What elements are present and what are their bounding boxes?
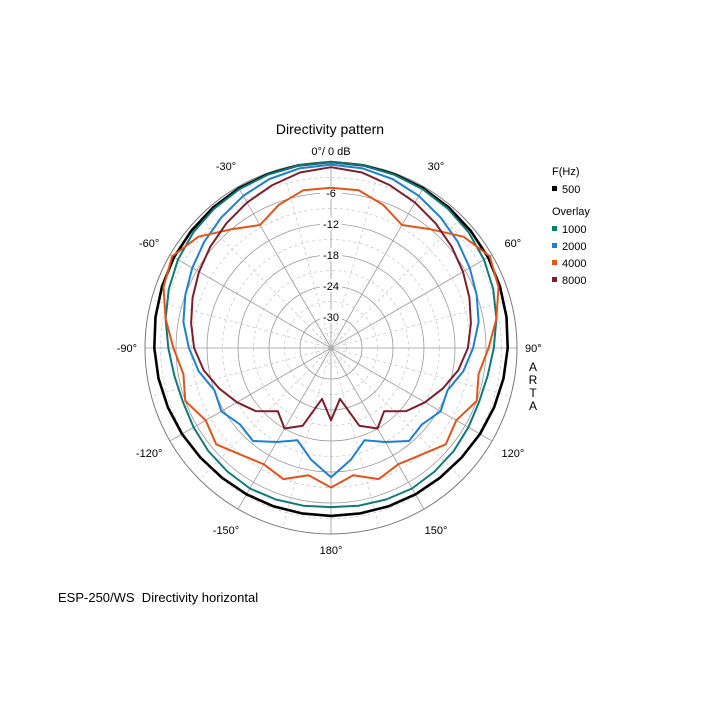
- grid-spoke: [151, 347, 332, 397]
- legend-entry: 4000: [562, 258, 586, 270]
- ring-label-bg: [320, 248, 342, 261]
- angle-label: -120°: [136, 448, 162, 460]
- legend-entry: 500: [562, 184, 580, 196]
- angle-label: 180°: [320, 545, 343, 557]
- grid-spoke: [199, 216, 332, 349]
- angle-labels: -30° 30° -60° 60° -90° 90° -120° 120° -150° 150° 1…: [117, 161, 542, 557]
- angle-label: -30°: [216, 161, 236, 173]
- grid-spoke: [169, 254, 332, 349]
- ring-label-bg: [320, 217, 342, 230]
- ring-label: -24: [323, 281, 339, 293]
- angle-label: -90°: [117, 343, 137, 355]
- angle-label: 120°: [501, 448, 524, 460]
- ring-label: -18: [323, 250, 339, 262]
- zero-degree-label: 0°/ 0 dB: [311, 146, 350, 158]
- chart-title: Directivity pattern: [276, 121, 384, 137]
- grid-spoke: [330, 347, 463, 480]
- angle-label: 60°: [505, 238, 522, 250]
- grid-spoke: [330, 216, 463, 349]
- legend-swatch: [552, 186, 557, 191]
- ring-label: -12: [323, 219, 339, 231]
- grid-spoke: [330, 186, 425, 349]
- angle-label: 30°: [428, 161, 445, 173]
- grid-spoke: [169, 347, 332, 442]
- series-line-2000: [182, 163, 480, 479]
- grid-spoke: [237, 186, 332, 349]
- grid-spoke: [330, 254, 493, 349]
- radial-ring-labels: -6 -12 -18 -24 -30: [320, 186, 342, 324]
- angle-label: 150°: [425, 525, 448, 537]
- grid-spoke: [151, 299, 332, 349]
- side-letter: R: [529, 373, 538, 387]
- legend-swatch: [552, 243, 557, 248]
- legend-swatch: [552, 260, 557, 265]
- side-letter: A: [529, 360, 537, 374]
- grid-spoke: [330, 347, 511, 397]
- side-letter: A: [529, 399, 537, 413]
- grid-spoke: [282, 347, 332, 528]
- series-line-1000: [164, 161, 498, 509]
- ring-label: -6: [326, 188, 336, 200]
- legend-primary-header: F(Hz): [552, 166, 580, 178]
- grid-spoke: [330, 347, 493, 442]
- ring-label: -30: [323, 312, 339, 324]
- ring-label-bg: [320, 310, 342, 323]
- chart-caption: ESP-250/WS Directivity horizontal: [58, 590, 259, 605]
- series-line-500: [153, 160, 509, 518]
- legend-swatch: [552, 226, 557, 231]
- ring-label-bg: [320, 279, 342, 292]
- legend-entry: 2000: [562, 241, 586, 253]
- series-line-4000: [162, 186, 500, 489]
- angle-label: -60°: [139, 238, 159, 250]
- legend-entry: 1000: [562, 224, 586, 236]
- legend-overlay-header: Overlay: [552, 206, 590, 218]
- angle-label: -150°: [213, 525, 239, 537]
- grid-spoke: [199, 347, 332, 480]
- angle-label: 90°: [525, 343, 542, 355]
- legend-swatch: [552, 277, 557, 282]
- grid-spoke: [330, 299, 511, 349]
- side-letter: T: [529, 386, 537, 400]
- grid-spoke: [330, 347, 380, 528]
- legend: F(Hz) 500 Overlay 1000 2000 4000 8000: [552, 166, 590, 287]
- series-line-8000: [190, 166, 472, 430]
- legend-entry: 8000: [562, 275, 586, 287]
- series-layer: [153, 160, 509, 518]
